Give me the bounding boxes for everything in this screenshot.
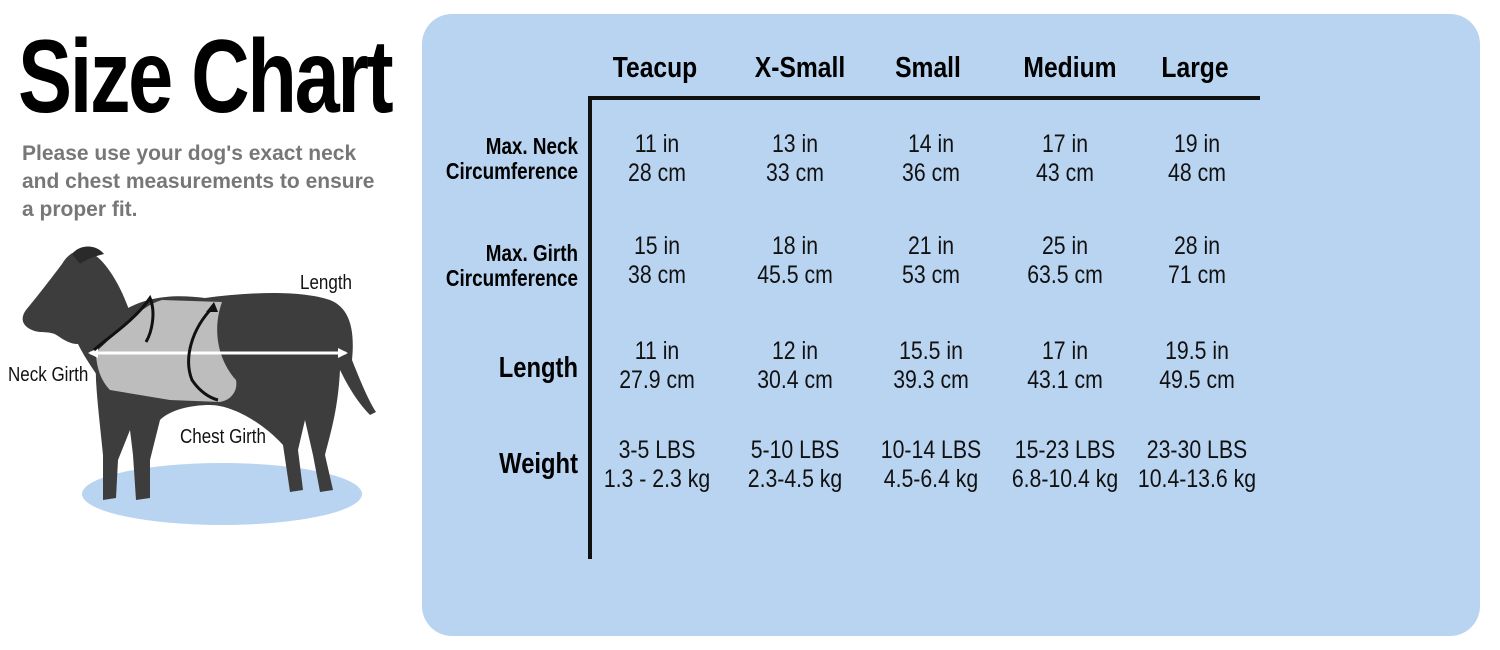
chest-girth-arrowhead-icon [206, 302, 218, 312]
table-row-label-rule [588, 96, 592, 559]
dog-measurement-diagram: Length Neck Girth Chest Girth [0, 240, 400, 540]
row-label-line: Length [498, 352, 578, 384]
row-label-line: Circumference [445, 265, 578, 291]
table-cell: 28 in 71 cm [1168, 232, 1226, 289]
table-cell: 11 in 28 cm [628, 130, 686, 187]
chest-girth-arrow [187, 304, 219, 402]
row-label-line: Weight [499, 448, 578, 480]
table-cell: 19 in 48 cm [1168, 130, 1226, 187]
row-label-line: Max. Girth [485, 240, 578, 266]
length-arrow-right-icon [338, 348, 348, 358]
row-label-length: Length [381, 352, 578, 384]
table-cell: 17 in 43.1 cm [1027, 337, 1103, 394]
table-cell: 23-30 LBS 10.4-13.6 kg [1137, 436, 1257, 493]
table-cell: 12 in 30.4 cm [757, 337, 833, 394]
table-cell: 5-10 LBS 2.3-4.5 kg [747, 436, 843, 493]
length-label: Length [300, 272, 352, 294]
row-label-weight: Weight [381, 448, 578, 480]
table-cell: 15-23 LBS 6.8-10.4 kg [1011, 436, 1119, 493]
dog-ear [72, 246, 104, 264]
neck-girth-arrow [93, 294, 155, 352]
row-label-girth: Max. Girth Circumference [381, 241, 578, 291]
table-cell: 15 in 38 cm [628, 232, 686, 289]
chest-girth-label: Chest Girth [180, 426, 266, 448]
table-cell: 19.5 in 49.5 cm [1159, 337, 1235, 394]
column-header-teacup: Teacup [612, 52, 698, 84]
dog-illustration [22, 246, 376, 525]
table-cell: 14 in 36 cm [902, 130, 960, 187]
row-label-line: Max. Neck [485, 133, 578, 159]
table-cell: 18 in 45.5 cm [757, 232, 833, 289]
size-table-panel [422, 14, 1480, 636]
row-label-line: Circumference [445, 158, 578, 184]
table-cell: 3-5 LBS 1.3 - 2.3 kg [603, 436, 711, 493]
column-header-medium: Medium [1023, 52, 1117, 84]
table-cell: 15.5 in 39.3 cm [893, 337, 969, 394]
table-cell: 17 in 43 cm [1036, 130, 1094, 187]
column-header-x-small: X-Small [754, 52, 846, 84]
neck-girth-label: Neck Girth [8, 364, 89, 386]
column-header-small: Small [895, 52, 961, 84]
column-header-large: Large [1161, 52, 1229, 84]
table-cell: 21 in 53 cm [902, 232, 960, 289]
page-title: Size Chart [18, 19, 394, 135]
row-label-neck: Max. Neck Circumference [381, 134, 578, 184]
table-cell: 10-14 LBS 4.5-6.4 kg [880, 436, 982, 493]
table-cell: 13 in 33 cm [766, 130, 824, 187]
table-cell: 11 in 27.9 cm [619, 337, 695, 394]
dog-vest [96, 300, 237, 402]
table-cell: 25 in 63.5 cm [1027, 232, 1103, 289]
fit-instructions: Please use your dog's exact neck and che… [22, 142, 375, 221]
table-header-rule [588, 96, 1260, 100]
